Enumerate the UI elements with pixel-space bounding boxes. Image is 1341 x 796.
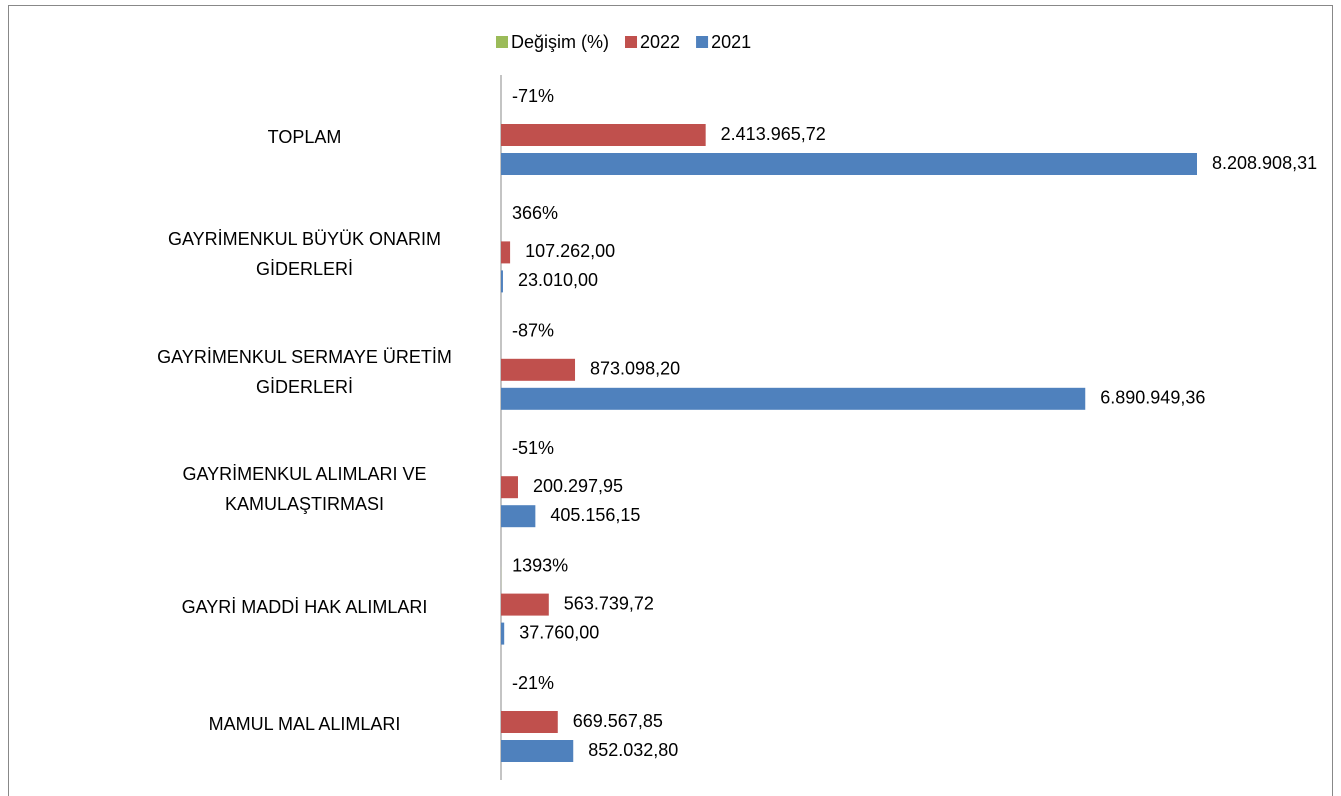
chart-border [8,5,1333,796]
data-label: -87% [512,321,554,341]
data-label: 563.739,72 [564,593,654,613]
bar [501,593,549,616]
legend-label: Değişim (%) [511,32,609,52]
data-label: 23.010,00 [518,270,598,290]
bar [501,476,518,499]
category-label: GAYRİMENKUL BÜYÜK ONARIM GİDERLERİ [167,229,442,280]
data-label: -21% [512,673,554,693]
legend-swatch [625,36,638,48]
data-label: 1393% [512,555,568,575]
data-label: -71% [512,86,554,106]
category-label: GAYRİMENKUL SERMAYE ÜRETİM GİDERLERİ [157,346,452,397]
bar [501,241,511,264]
data-label: 2.413.965,72 [721,124,826,144]
category-label: GAYRİMENKUL ALIMLARI VE KAMULAŞTIRMASI [182,464,427,515]
data-label: 107.262,00 [525,241,615,261]
data-label: -51% [512,438,554,458]
bar [501,358,576,381]
data-label: 37.760,00 [519,622,599,642]
bar [501,387,1086,410]
bar [501,622,505,645]
data-label: 6.890.949,36 [1100,388,1205,408]
bar [501,505,536,528]
category-label: TOPLAM [267,127,342,147]
bar [501,270,503,293]
category-label: MAMUL MAL ALIMLARI [208,714,401,734]
data-label: 669.567,85 [573,711,663,731]
legend-label: 2022 [640,32,680,52]
legend-label: 2021 [711,32,751,52]
bar [501,711,558,733]
data-label: 852.032,80 [588,740,678,760]
data-label: 405.156,15 [550,505,640,525]
data-label: 366% [512,203,558,223]
bar [501,740,574,762]
category-label: GAYRİ MADDİ HAK ALIMLARI [181,596,428,617]
legend-swatch [496,36,508,48]
bar [501,124,706,146]
bar [501,153,1197,175]
legend-swatch [696,36,709,48]
data-label: 873.098,20 [590,359,680,379]
data-label: 200.297,95 [533,476,623,496]
data-label: 8.208.908,31 [1212,153,1317,173]
